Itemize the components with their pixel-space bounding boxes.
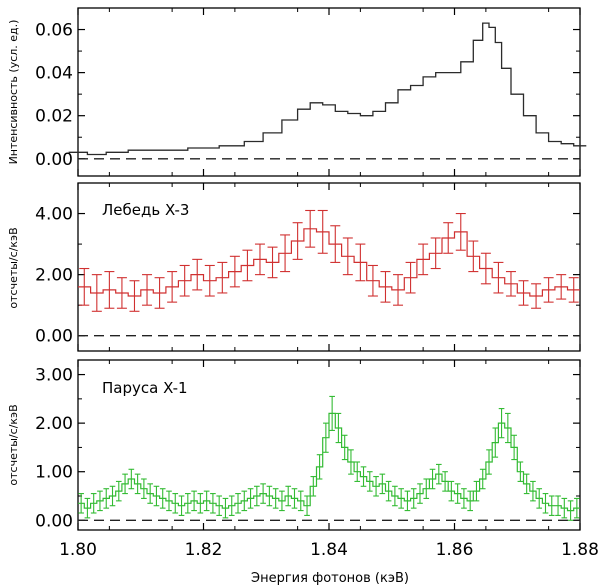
ylabel-bottom: отсчеты/с/кэВ <box>7 404 20 485</box>
bottom-ytick-label-3: 3.00 <box>35 366 73 386</box>
ylabel-middle: отсчеты/с/кэВ <box>7 227 20 308</box>
xlabel: Энергия фотонов (кэВ) <box>251 571 409 586</box>
xtick-label-1: 1.82 <box>185 540 223 560</box>
middle-ytick-label-2: 4.00 <box>35 205 73 225</box>
bottom-ytick-label-0: 0.00 <box>35 511 73 531</box>
top-ytick-label-3: 0.06 <box>35 21 73 41</box>
xtick-label-3: 1.86 <box>436 540 474 560</box>
xtick-label-2: 1.84 <box>310 540 348 560</box>
panel-label-bottom: Паруса X-1 <box>102 379 188 397</box>
ylabel-top: Интенсивность (усл. ед.) <box>7 20 20 165</box>
bottom-ytick-label-2: 2.00 <box>35 414 73 434</box>
top-ytick-label-0: 0.00 <box>35 150 73 170</box>
panel-label-middle: Лебедь X-3 <box>102 201 189 219</box>
middle-ytick-label-0: 0.00 <box>35 327 73 347</box>
top-ytick-label-1: 0.02 <box>35 107 73 127</box>
middle-series-line <box>78 228 580 297</box>
middle-ytick-label-1: 2.00 <box>35 266 73 286</box>
xtick-label-4: 1.88 <box>561 540 599 560</box>
top-ytick-label-2: 0.04 <box>35 64 73 84</box>
top-series-line <box>68 22 587 156</box>
xtick-label-0: 1.80 <box>59 540 97 560</box>
bottom-ytick-label-1: 1.00 <box>35 463 73 483</box>
bottom-series-line <box>78 412 580 512</box>
